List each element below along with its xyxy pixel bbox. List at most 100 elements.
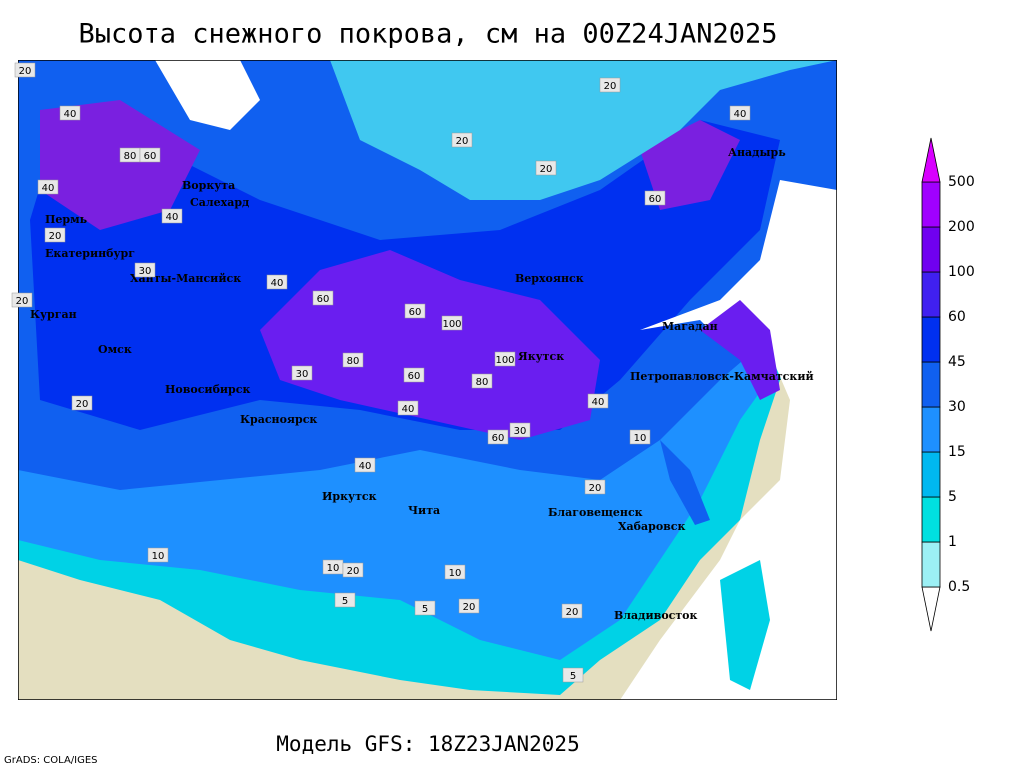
colorbar-label: 200 xyxy=(948,219,975,235)
city-label: Пермь xyxy=(45,213,88,226)
contour-label: 20 xyxy=(456,136,469,147)
contour-label: 30 xyxy=(139,266,152,277)
contour-label: 60 xyxy=(317,294,330,305)
contour-label-box xyxy=(266,274,288,290)
contour-label-box xyxy=(444,564,466,580)
contour-label-box xyxy=(458,598,480,614)
city-label: Екатеринбург xyxy=(45,247,135,260)
contour-label-box xyxy=(487,429,509,445)
contour-label: 20 xyxy=(566,607,579,618)
city-label: Воркута xyxy=(182,179,235,192)
city-label: Анадырь xyxy=(728,146,786,159)
colorbar-triangle xyxy=(921,137,941,183)
colorbar-segment xyxy=(921,181,941,228)
colorbar-label: 1 xyxy=(948,534,957,550)
contour-label: 20 xyxy=(540,164,553,175)
colorbar-segment xyxy=(921,406,941,453)
contour-label-box xyxy=(629,429,651,445)
city-label: Благовещенск xyxy=(548,506,643,519)
colorbar-label: 5 xyxy=(948,489,957,505)
city-label: Курган xyxy=(30,308,77,321)
colorbar-label: 15 xyxy=(948,444,966,460)
city-label: Магадан xyxy=(662,320,718,333)
contour-label-box xyxy=(561,603,583,619)
contour-label: 80 xyxy=(124,151,137,162)
contour-label-box xyxy=(312,290,334,306)
snow-100-200-east xyxy=(640,120,740,210)
contour-label: 20 xyxy=(76,399,89,410)
city-label: Хабаровск xyxy=(618,520,685,533)
contour-label: 30 xyxy=(514,426,527,437)
contour-label-box xyxy=(354,457,376,473)
contour-label: 40 xyxy=(402,404,415,415)
contour-label-box xyxy=(729,105,751,121)
contour-label-box xyxy=(134,262,156,278)
contour-label-box xyxy=(139,147,161,163)
contour-label: 30 xyxy=(296,369,309,380)
contour-label: 60 xyxy=(649,194,662,205)
contour-label: 10 xyxy=(634,433,647,444)
contour-label: 10 xyxy=(449,568,462,579)
contour-label: 100 xyxy=(495,355,514,366)
contour-label-box xyxy=(441,315,463,331)
colorbar-label: 30 xyxy=(948,399,966,415)
contour-label: 40 xyxy=(734,109,747,120)
contour-label: 40 xyxy=(592,397,605,408)
colorbar-label: 0.5 xyxy=(948,579,970,595)
contour-label: 20 xyxy=(604,81,617,92)
contour-label: 60 xyxy=(408,371,421,382)
contour-label-box xyxy=(509,422,531,438)
colorbar-label: 100 xyxy=(948,264,975,280)
snow-60-100 xyxy=(260,250,600,440)
map xyxy=(18,60,837,700)
contour-label-box xyxy=(535,160,557,176)
colorbar-label: 500 xyxy=(948,174,975,190)
contour-label-box xyxy=(403,367,425,383)
contour-label-box xyxy=(334,592,356,608)
colorbar-segment xyxy=(921,316,941,363)
city-label: Новосибирск xyxy=(165,383,250,396)
contour-label: 5 xyxy=(570,671,576,682)
colorbar-triangle xyxy=(921,586,941,632)
contour-label-box xyxy=(599,77,621,93)
colorbar-segment xyxy=(921,271,941,318)
japan xyxy=(720,560,770,690)
contour-label: 20 xyxy=(463,602,476,613)
contour-label-box xyxy=(587,393,609,409)
kamchatka xyxy=(700,300,780,400)
city-label: Владивосток xyxy=(614,609,698,622)
city-label: Омск xyxy=(98,343,132,356)
title: Высота снежного покрова, см на 00Z24JAN2… xyxy=(79,19,778,50)
contour-label: 10 xyxy=(152,551,165,562)
contour-label-box xyxy=(584,479,606,495)
city-label: Верхоянск xyxy=(515,272,584,285)
contour-label: 20 xyxy=(347,566,360,577)
contour-labels: 20 40 80 60 40 40 20 30 20 20 60 100 60 80 80 100 60 40 40… xyxy=(11,62,751,683)
contour-label: 40 xyxy=(64,109,77,120)
contour-label-box xyxy=(451,132,473,148)
contour-label-box xyxy=(562,667,584,683)
contour-label: 80 xyxy=(476,377,489,388)
contour-label-box xyxy=(342,562,364,578)
contour-label: 5 xyxy=(342,596,348,607)
colorbar-segment xyxy=(921,451,941,498)
contour-label: 60 xyxy=(144,151,157,162)
contour-label: 20 xyxy=(19,66,32,77)
pacific xyxy=(620,180,837,700)
cities: Воркута Салехард Пермь Екатеринбург Хант… xyxy=(30,146,814,622)
city-label: Красноярск xyxy=(240,413,317,426)
colorbar-segment xyxy=(921,361,941,408)
contour-label-box xyxy=(291,365,313,381)
city-label: Иркутск xyxy=(322,490,377,503)
contour-label: 5 xyxy=(422,604,428,615)
contour-label-box xyxy=(342,352,364,368)
colorbar-label: 60 xyxy=(948,309,966,325)
model-label: Модель GFS: 18Z23JAN2025 xyxy=(276,732,579,756)
colorbar-segment xyxy=(921,226,941,273)
contour-label-box xyxy=(59,105,81,121)
contour-label: 40 xyxy=(166,212,179,223)
contour-label: 100 xyxy=(442,319,461,330)
